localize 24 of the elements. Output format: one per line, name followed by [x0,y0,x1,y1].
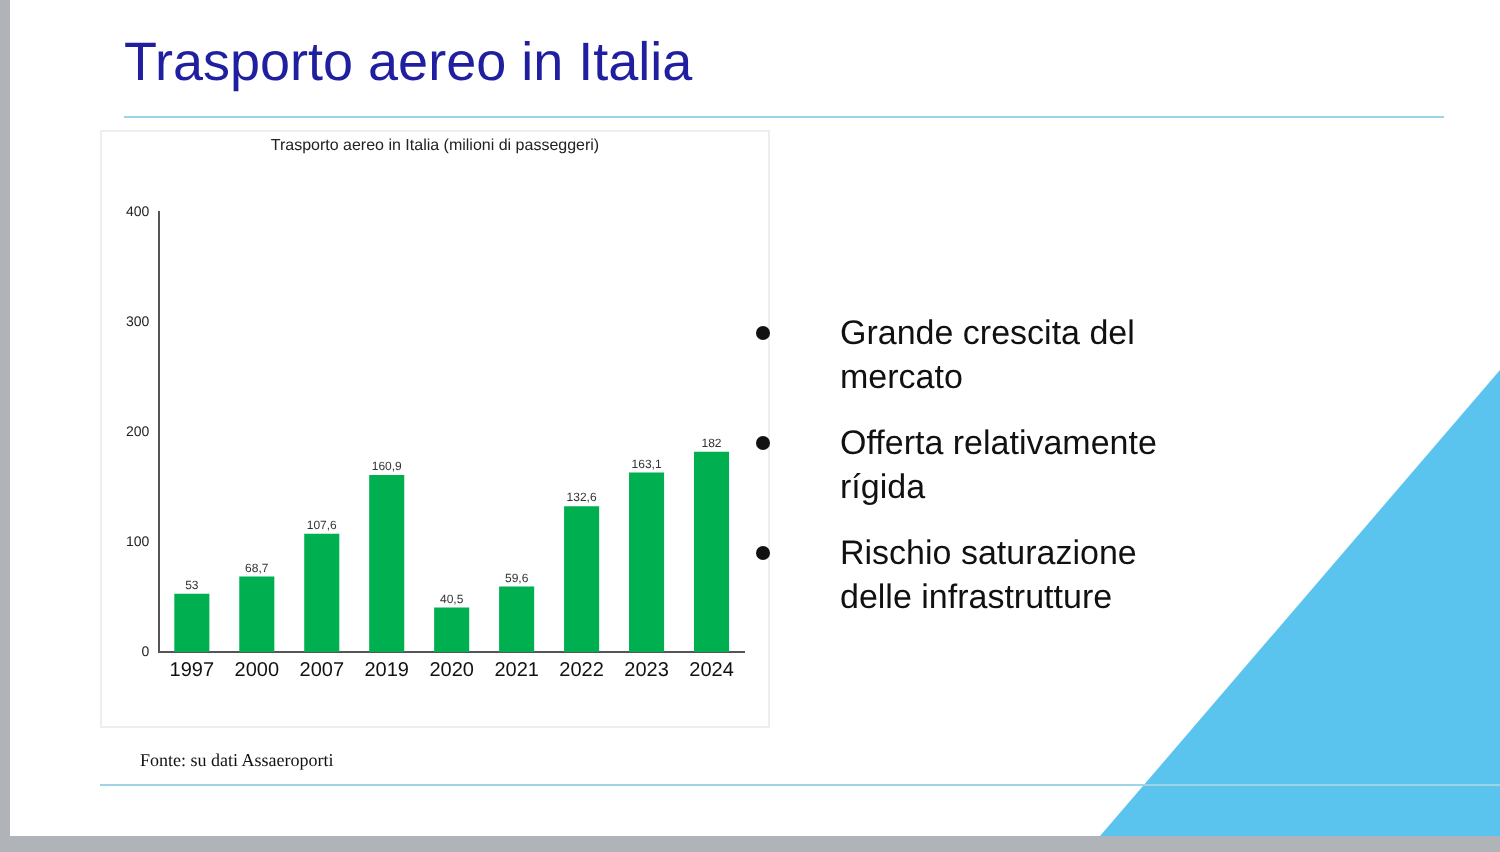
x-tick-label: 2022 [559,659,605,682]
x-tick-label: 2007 [299,659,345,682]
x-tick-label: 2024 [689,659,735,682]
text: Rischio saturazione delle infrastrutture [838,532,1139,620]
source-note: Fonte: su dati Assaeroporti [140,750,334,770]
bar [239,576,275,652]
x-tick-label: 2020 [429,659,475,682]
bar [564,506,600,652]
bar [499,586,535,652]
x-tick-label: 2019 [364,659,410,682]
bar [434,607,470,652]
x-tick-label: 1997 [169,659,215,682]
bar [304,533,340,652]
chart-title: Trasporto aereo in Italia [124,32,693,94]
text: Grande crescita del mercato [838,312,1137,400]
x-tick-label: 2023 [624,659,670,682]
x-tick-label: 2021 [494,659,540,682]
bar [369,475,405,652]
text: Offerta relativamente rígida [838,422,1159,510]
bar [174,593,210,652]
bar [629,472,665,652]
x-tick-label: 2000 [234,659,280,682]
chart-subtitle: Trasporto aereo in Italia (milioni di passeggeri) [268,136,602,154]
bar [693,451,730,652]
